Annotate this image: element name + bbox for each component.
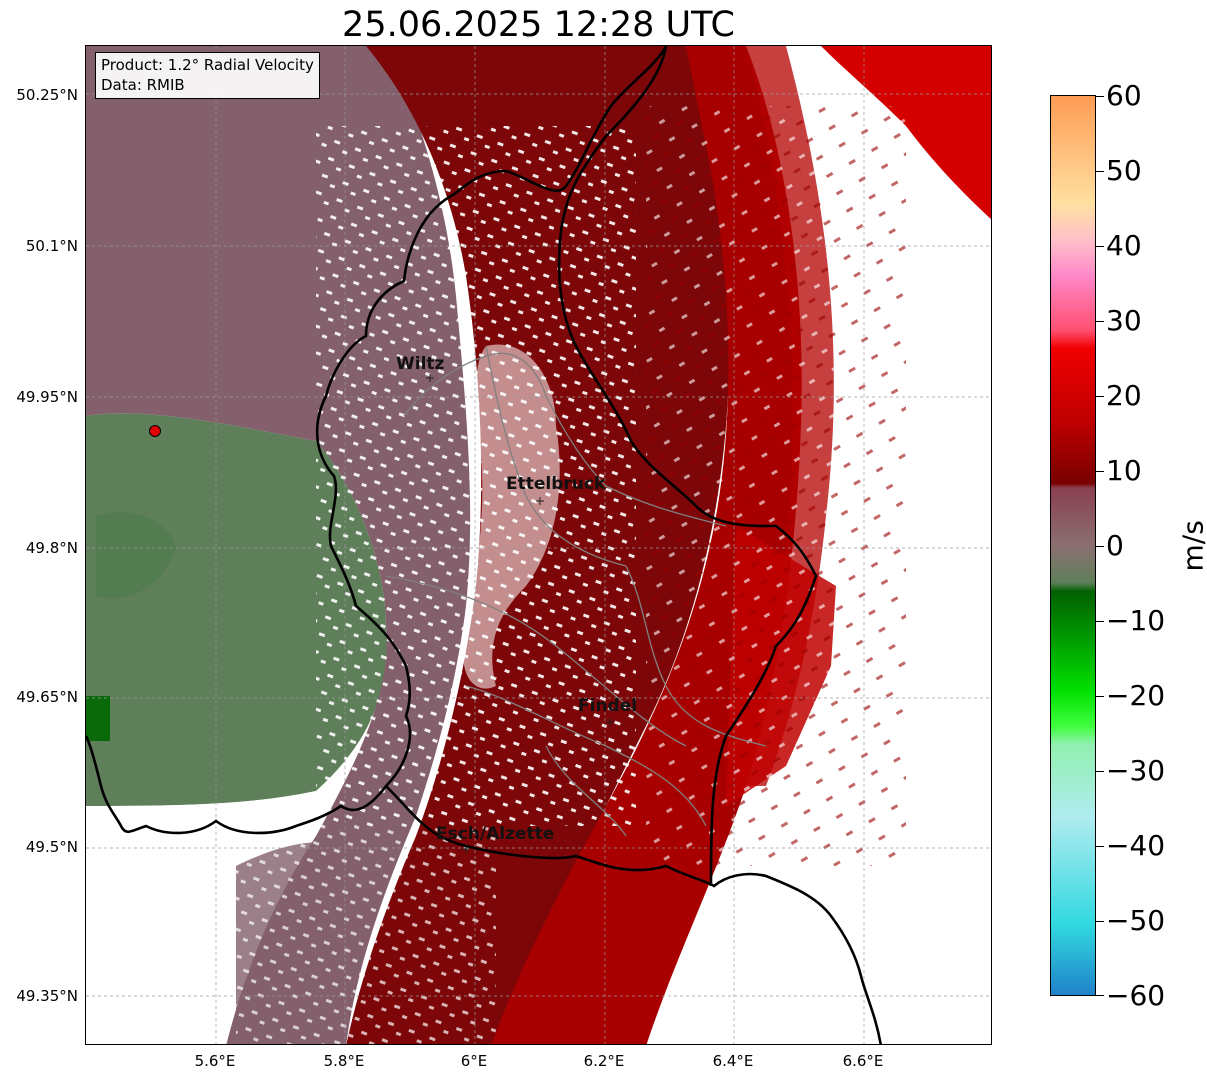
lon-tick-label: 6.4°E — [712, 1052, 754, 1070]
lon-tick-label: 6.6°E — [842, 1052, 884, 1070]
radar-site-marker — [149, 425, 161, 437]
lat-tick-label: 50.1°N — [25, 237, 78, 255]
lat-tick-label: 49.5°N — [25, 838, 78, 856]
city-label-ettelbruck: Ettelbruck — [506, 474, 606, 494]
green-dark-patch — [96, 512, 176, 599]
colorbar-tick-label: −60 — [1106, 979, 1166, 1012]
colorbar-tick-label: −30 — [1106, 754, 1166, 787]
radar-map[interactable]: Wiltz Ettelbruck Findel Esch/Alzette — [85, 45, 992, 1045]
city-label-wiltz: Wiltz — [396, 354, 445, 374]
green-strong-patch — [86, 696, 110, 741]
lon-tick-label: 5.8°E — [323, 1052, 365, 1070]
city-markers — [426, 374, 614, 853]
city-label-esch-alzette: Esch/Alzette — [436, 824, 554, 844]
product-label: Product: 1.2° Radial Velocity — [101, 56, 314, 74]
colorbar-tick-label: 10 — [1106, 454, 1142, 487]
radar-velocity-field: Wiltz Ettelbruck Findel Esch/Alzette — [86, 46, 991, 1044]
colorbar-tick-label: 50 — [1106, 154, 1142, 187]
colorbar-tick-label: −20 — [1106, 679, 1166, 712]
colorbar-tick-label: −10 — [1106, 604, 1166, 637]
colorbar-tick-label: −40 — [1106, 829, 1166, 862]
lon-tick-label: 5.6°E — [194, 1052, 236, 1070]
green-echo-region — [86, 413, 387, 806]
data-source-label: Data: RMIB — [101, 76, 185, 94]
colorbar-tick-label: 0 — [1106, 529, 1124, 562]
colorbar-unit-label: m/s — [1176, 520, 1207, 572]
lat-tick-label: 49.8°N — [25, 539, 78, 557]
graticule — [86, 46, 991, 1044]
lat-tick-label: 50.25°N — [16, 86, 78, 104]
lon-tick-label: 6.2°E — [583, 1052, 625, 1070]
colorbar-tick-label: 20 — [1106, 379, 1142, 412]
colorbar-tick-label: 60 — [1106, 79, 1142, 112]
velocity-colorbar — [1050, 95, 1096, 996]
lat-tick-label: 49.35°N — [16, 987, 78, 1005]
country-borders — [86, 46, 882, 1044]
lon-tick-label: 6°E — [460, 1052, 488, 1070]
colorbar-tick-label: 30 — [1106, 304, 1142, 337]
map-title: 25.06.2025 12:28 UTC — [342, 5, 735, 45]
lat-tick-label: 49.95°N — [16, 388, 78, 406]
colorbar-tick-label: −50 — [1106, 904, 1166, 937]
red-echo-northeast — [821, 46, 991, 220]
canton-borders — [385, 345, 767, 837]
city-label-findel: Findel — [578, 696, 637, 716]
colorbar-tick-label: 40 — [1106, 229, 1142, 262]
lat-tick-label: 49.65°N — [16, 688, 78, 706]
product-info-box: Product: 1.2° Radial Velocity Data: RMIB — [95, 52, 320, 99]
